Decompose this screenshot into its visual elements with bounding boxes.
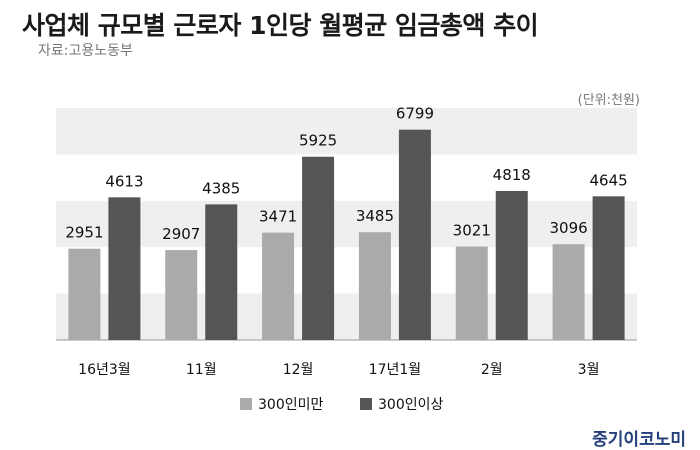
legend-label-large: 300인이상 (378, 397, 443, 413)
grid-band-2 (56, 293, 637, 340)
data-label-small-4: 3021 (453, 222, 491, 240)
data-label-small-1: 2907 (162, 225, 200, 243)
data-label-large-3: 6799 (396, 105, 434, 123)
data-label-small-2: 3471 (259, 208, 297, 226)
x-tick-label-5: 3월 (578, 362, 600, 378)
source-note: 자료:고용노동부 (38, 43, 133, 59)
x-tick-label-1: 11월 (186, 362, 217, 378)
bar-small-4 (455, 246, 488, 340)
x-tick-label-3: 17년1월 (369, 362, 421, 378)
bar-small-1 (165, 250, 198, 340)
bar-large-2 (302, 156, 335, 340)
bar-large-1 (205, 204, 238, 340)
bar-small-3 (358, 232, 391, 340)
x-tick-label-0: 16년3월 (78, 362, 130, 378)
data-label-large-0: 4613 (105, 172, 143, 190)
bar-small-5 (552, 244, 585, 340)
bar-small-0 (68, 248, 101, 340)
unit-note: (단위:천원) (577, 93, 640, 108)
data-label-small-3: 3485 (356, 207, 394, 225)
legend-swatch-large (360, 398, 372, 410)
chart-title: 사업체 규모별 근로자 1인당 월평균 임금총액 추이 (22, 11, 539, 40)
bar-large-3 (398, 129, 431, 340)
legend-swatch-small (240, 398, 252, 410)
data-label-large-4: 4818 (493, 166, 531, 184)
data-label-large-1: 4385 (202, 179, 240, 197)
bar-large-0 (108, 197, 141, 340)
bar-large-4 (495, 190, 528, 340)
x-tick-label-4: 2월 (481, 362, 503, 378)
data-label-large-2: 5925 (299, 132, 337, 150)
data-label-large-5: 4645 (589, 171, 627, 189)
grid-band-0 (56, 108, 637, 155)
x-tick-label-2: 12월 (283, 362, 314, 378)
data-label-small-0: 2951 (65, 224, 103, 242)
bar-small-2 (262, 232, 295, 340)
data-label-small-5: 3096 (549, 219, 587, 237)
grid-band-1 (56, 200, 637, 248)
legend-label-small: 300인미만 (258, 397, 323, 413)
bar-large-5 (592, 196, 625, 340)
brand-logo: 중기이코노미 (592, 430, 686, 450)
